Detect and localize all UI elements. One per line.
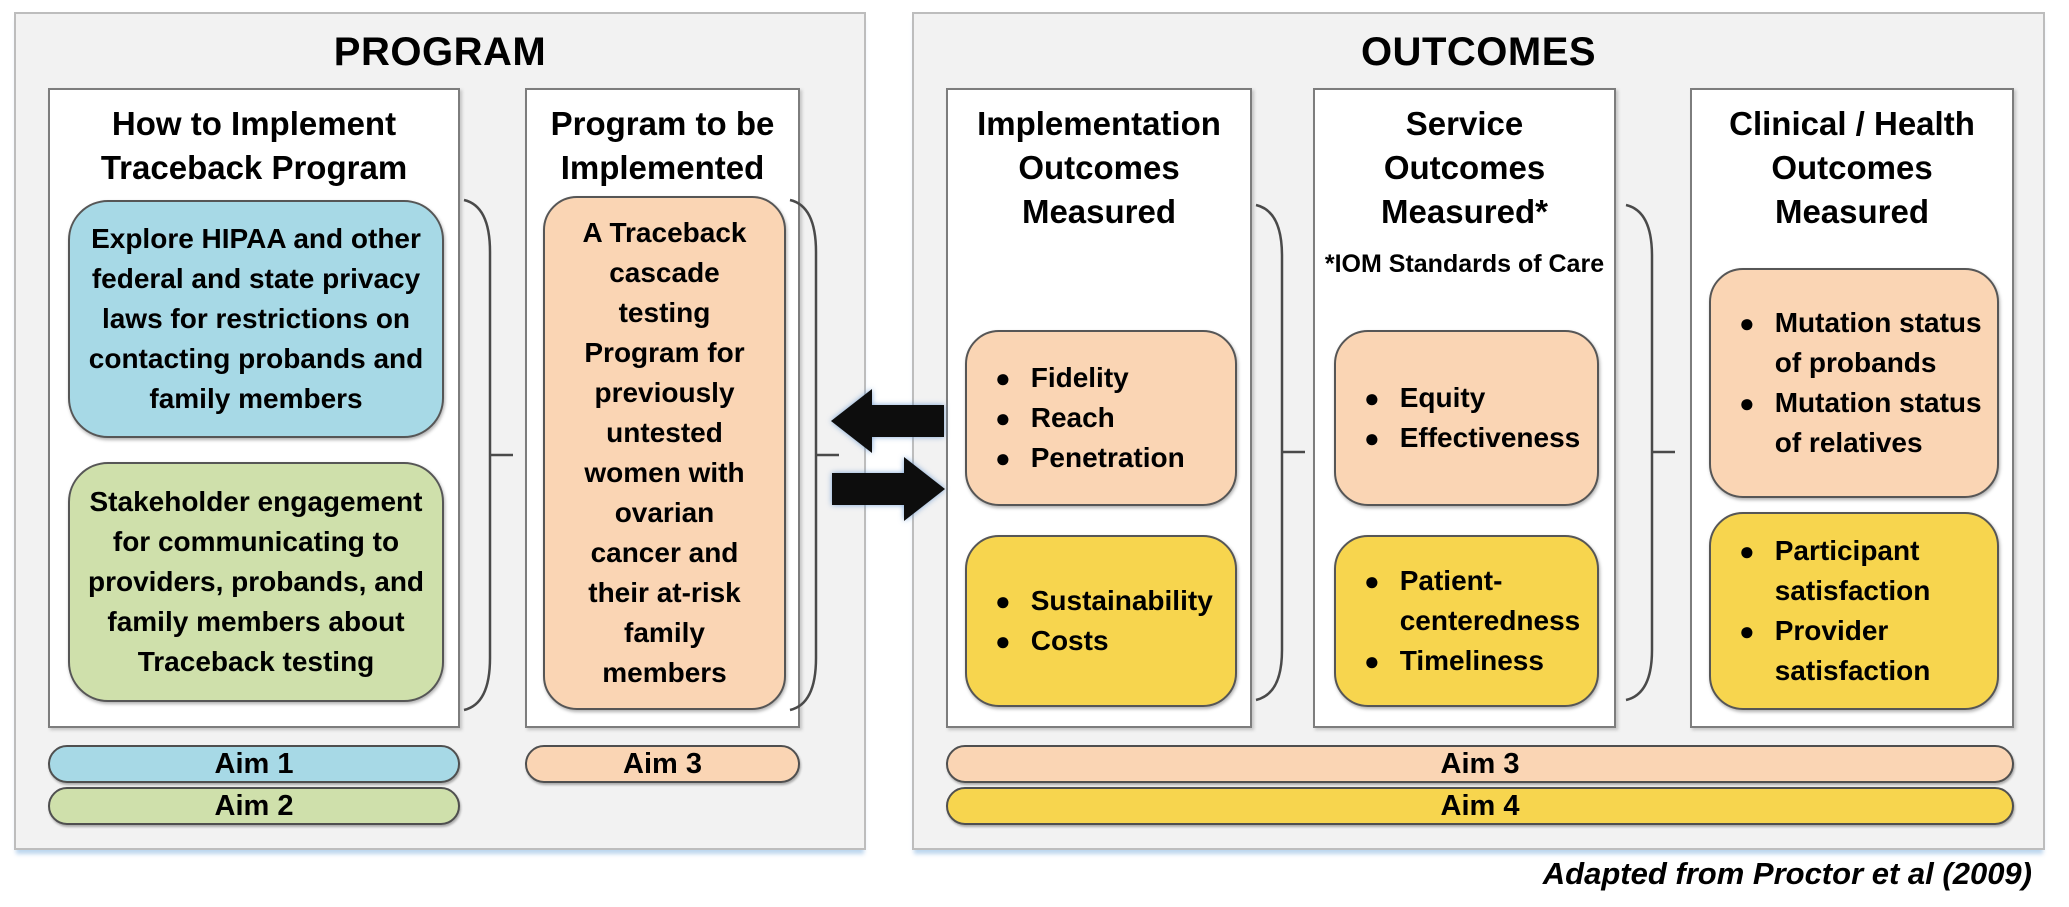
bullet-text: Participant satisfaction xyxy=(1774,535,1931,606)
traceback-cascade-box: A Traceback cascade testing Program for … xyxy=(543,196,786,710)
column-implementation-outcomes: Implementation Outcomes Measured ● Fideli… xyxy=(946,88,1252,728)
bullet-text: Costs xyxy=(1030,625,1109,656)
aim3-outcomes-pill: Aim 3 xyxy=(946,745,2014,783)
clinical-peach-box: ● Mutation status of probands ● Mutation st… xyxy=(1709,268,1999,498)
bullet-text: Timeliness xyxy=(1399,645,1544,676)
stakeholder-engagement-box: Stakeholder engagement for communicating… xyxy=(68,462,444,702)
aim3-program-label: Aim 3 xyxy=(623,747,702,780)
outcomes-panel-title: OUTCOMES xyxy=(1360,30,1597,74)
attribution-text: Adapted from Proctor et al (2009) xyxy=(1542,856,2032,891)
bullet-dot-icon: ● xyxy=(995,363,1011,393)
clinical-yellow-bullets: ● Participant satisfaction ● Provider satis… xyxy=(1711,531,1997,691)
hipaa-privacy-box: Explore HIPAA and other federal and stat… xyxy=(68,200,444,438)
bullet-text: Mutation status of relatives xyxy=(1774,387,1982,458)
bullet-item: ● Fidelity xyxy=(967,358,1235,398)
service-peach-bullets: ● Equity ● Effectiveness xyxy=(1336,378,1597,458)
bullet-dot-icon: ● xyxy=(1739,308,1755,338)
hipaa-privacy-text: Explore HIPAA and other federal and stat… xyxy=(88,223,424,414)
bullet-dot-icon: ● xyxy=(995,586,1011,616)
bullet-dot-icon: ● xyxy=(1364,566,1380,596)
aim1-label: Aim 1 xyxy=(214,747,294,780)
bullet-dot-icon: ● xyxy=(1739,536,1755,566)
column-implementation-outcomes-title: Implementation Outcomes Measured xyxy=(977,105,1221,230)
column-service-outcomes-title: Service Outcomes Measured* xyxy=(1381,105,1548,230)
aim2-label: Aim 2 xyxy=(214,789,294,822)
implementation-peach-box: ● Fidelity ● Reach ● Penetration xyxy=(965,330,1237,506)
bullet-text: Mutation status of probands xyxy=(1774,307,1982,378)
bullet-item: ● Provider satisfaction xyxy=(1711,611,1997,691)
implementation-peach-bullets: ● Fidelity ● Reach ● Penetration xyxy=(967,358,1235,478)
bullet-dot-icon: ● xyxy=(1364,646,1380,676)
bullet-text: Equity xyxy=(1399,382,1486,413)
aim4-outcomes-label: Aim 4 xyxy=(1440,789,1520,822)
bullet-item: ● Costs xyxy=(967,621,1235,661)
column-how-to-implement-title: How to Implement Traceback Program xyxy=(100,105,408,186)
aim3-outcomes-label: Aim 3 xyxy=(1440,747,1520,780)
bullet-dot-icon: ● xyxy=(995,626,1011,656)
bullet-item: ● Participant satisfaction xyxy=(1711,531,1997,611)
stakeholder-engagement-text: Stakeholder engagement for communicating… xyxy=(87,486,425,677)
column-how-to-implement: How to Implement Traceback Program Explo… xyxy=(48,88,460,728)
column-clinical-health-outcomes: Clinical / Health Outcomes Measured ● Mut… xyxy=(1690,88,2014,728)
service-yellow-bullets: ● Patient- centeredness ● Timeliness xyxy=(1336,561,1597,681)
aim4-outcomes-pill: Aim 4 xyxy=(946,787,2014,825)
program-panel-title: PROGRAM xyxy=(333,30,547,74)
bullet-dot-icon: ● xyxy=(1739,388,1755,418)
bullet-text: Effectiveness xyxy=(1399,422,1581,453)
bullet-item: ● Timeliness xyxy=(1336,641,1597,681)
column-clinical-health-outcomes-title: Clinical / Health Outcomes Measured xyxy=(1729,105,1975,230)
implementation-yellow-box: ● Sustainability ● Costs xyxy=(965,535,1237,707)
bullet-item: ● Effectiveness xyxy=(1336,418,1597,458)
aim3-program-pill: Aim 3 xyxy=(525,745,800,783)
bullet-item: ● Patient- centeredness xyxy=(1336,561,1597,641)
bullet-text: Sustainability xyxy=(1030,585,1213,616)
column-program-to-be-implemented-title: Program to be Implemented xyxy=(550,105,775,186)
bullet-item: ● Reach xyxy=(967,398,1235,438)
implementation-yellow-bullets: ● Sustainability ● Costs xyxy=(967,581,1235,661)
bullet-text: Fidelity xyxy=(1030,362,1129,393)
bullet-item: ● Equity xyxy=(1336,378,1597,418)
column-service-outcomes: Service Outcomes Measured* *IOM Standard… xyxy=(1313,88,1616,728)
bullet-text: Patient- centeredness xyxy=(1399,565,1581,636)
bullet-text: Provider satisfaction xyxy=(1774,615,1931,686)
bullet-item: ● Mutation status of relatives xyxy=(1711,383,1997,463)
bullet-dot-icon: ● xyxy=(995,443,1011,473)
aim2-pill: Aim 2 xyxy=(48,787,460,825)
bullet-text: Reach xyxy=(1030,402,1115,433)
clinical-yellow-box: ● Participant satisfaction ● Provider satis… xyxy=(1709,512,1999,710)
column-program-to-be-implemented: Program to be Implemented A Traceback ca… xyxy=(525,88,800,728)
bullet-item: ● Penetration xyxy=(967,438,1235,478)
bullet-item: ● Mutation status of probands xyxy=(1711,303,1997,383)
aim1-pill: Aim 1 xyxy=(48,745,460,783)
traceback-cascade-text: A Traceback cascade testing Program for … xyxy=(582,217,747,688)
bullet-text: Penetration xyxy=(1030,442,1185,473)
iom-standards-note: *IOM Standards of Care xyxy=(1324,250,1605,278)
bullet-dot-icon: ● xyxy=(1739,616,1755,646)
service-peach-box: ● Equity ● Effectiveness xyxy=(1334,330,1599,506)
clinical-peach-bullets: ● Mutation status of probands ● Mutation st… xyxy=(1711,303,1997,463)
service-yellow-box: ● Patient- centeredness ● Timeliness xyxy=(1334,535,1599,707)
bullet-dot-icon: ● xyxy=(1364,423,1380,453)
bullet-item: ● Sustainability xyxy=(967,581,1235,621)
bullet-dot-icon: ● xyxy=(1364,383,1380,413)
bullet-dot-icon: ● xyxy=(995,403,1011,433)
